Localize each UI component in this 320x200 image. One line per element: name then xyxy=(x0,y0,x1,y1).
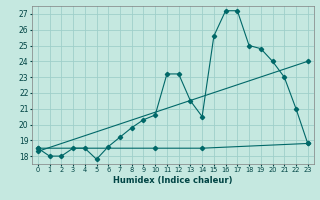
X-axis label: Humidex (Indice chaleur): Humidex (Indice chaleur) xyxy=(113,176,233,185)
